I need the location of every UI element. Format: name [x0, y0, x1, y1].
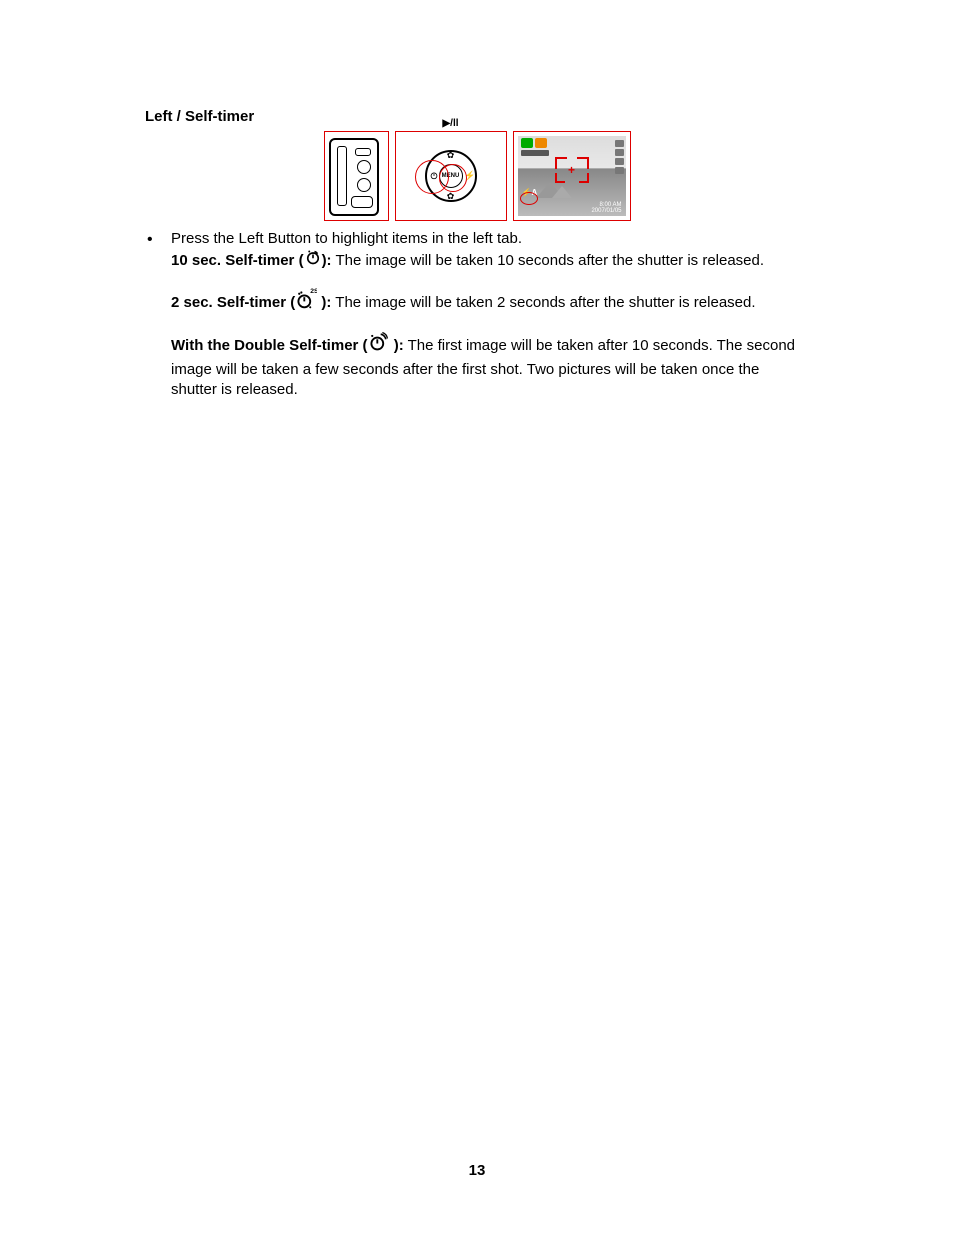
figure-camera-back: [324, 131, 389, 221]
timer-label-close: ):: [390, 337, 404, 354]
self-timer-2s-icon: 2S: [295, 286, 317, 316]
bullet-block: • Press the Left Button to highlight ite…: [145, 229, 809, 401]
spacer: [171, 318, 809, 332]
lcd-indicator: [615, 149, 624, 156]
camera-button-bottom: [351, 196, 373, 208]
figure-lcd-preview: + ⚡A 8:00 AM 2007/01/05: [513, 131, 631, 221]
timer-desc: The image will be taken 10 seconds after…: [332, 252, 764, 269]
dpad-right-icon: ⚡: [464, 171, 475, 182]
dpad-up-icon: ✿: [447, 150, 455, 161]
dpad-down-icon: ✿: [447, 191, 455, 202]
timer-label: 2 sec. Self-timer (: [171, 294, 295, 311]
section-heading: Left / Self-timer: [145, 108, 809, 125]
timer-icon: [429, 170, 439, 180]
spacer: [171, 274, 809, 288]
lcd-mode-badge-orange: [535, 138, 547, 148]
timer-label: With the Double Self-timer (: [171, 337, 368, 354]
camera-lens-strip: [337, 146, 347, 206]
lcd-mode-badge-green: [521, 138, 533, 148]
timer-desc: The image will be taken 2 seconds after …: [331, 294, 755, 311]
lcd-date-line: 2007/01/05: [591, 208, 621, 214]
camera-button-top: [355, 148, 371, 156]
icon-superscript: 2S: [310, 287, 317, 294]
intro-line: Press the Left Button to highlight items…: [171, 229, 809, 249]
dpad-outer-ring: ✿ ✿ ⚡ MENU: [425, 150, 477, 202]
self-timer-double-icon: [368, 330, 390, 358]
figure-dpad: ▶/ll ✿ ✿ ⚡ MENU: [395, 131, 507, 221]
lcd-info-bar: [521, 150, 549, 156]
figure-row: ▶/ll ✿ ✿ ⚡ MENU: [145, 131, 809, 221]
timer-item: 2 sec. Self-timer ( 2S ): The image will…: [171, 288, 809, 318]
self-timer-10s-icon: [304, 247, 322, 271]
lcd-indicator: [615, 140, 624, 147]
camera-dial-2: [357, 178, 371, 192]
lcd-timestamp: 8:00 AM 2007/01/05: [591, 202, 621, 214]
dpad-menu-button: MENU: [439, 164, 463, 188]
bullet-content: Press the Left Button to highlight items…: [171, 229, 809, 401]
lcd-focus-cross: +: [568, 163, 575, 177]
dpad-wrap: ✿ ✿ ⚡ MENU: [425, 150, 477, 202]
play-pause-icon: ▶/ll: [442, 118, 458, 129]
bracket-corner: [579, 173, 589, 183]
timer-item: With the Double Self-timer ( ): The firs…: [171, 332, 809, 401]
dpad-left-icon: [429, 170, 439, 182]
page-number: 13: [0, 1162, 954, 1179]
bracket-corner: [555, 173, 565, 183]
timer-item: 10 sec. Self-timer ( ): The image will b…: [171, 249, 809, 273]
lcd-indicator: [615, 167, 624, 174]
lcd-flash-indicator: ⚡A: [522, 188, 538, 197]
camera-body: [329, 138, 379, 216]
timer-label: 10 sec. Self-timer (: [171, 252, 304, 269]
timer-label-close: ):: [317, 294, 331, 311]
bullet-marker: •: [145, 229, 153, 401]
lcd-indicator: [615, 158, 624, 165]
lcd-screen: + ⚡A 8:00 AM 2007/01/05: [518, 136, 626, 216]
camera-dial-1: [357, 160, 371, 174]
timer-label-close: ):: [322, 252, 332, 269]
page-container: Left / Self-timer ▶/ll ✿ ✿ ⚡: [0, 0, 954, 401]
lcd-right-indicators: [615, 140, 624, 174]
